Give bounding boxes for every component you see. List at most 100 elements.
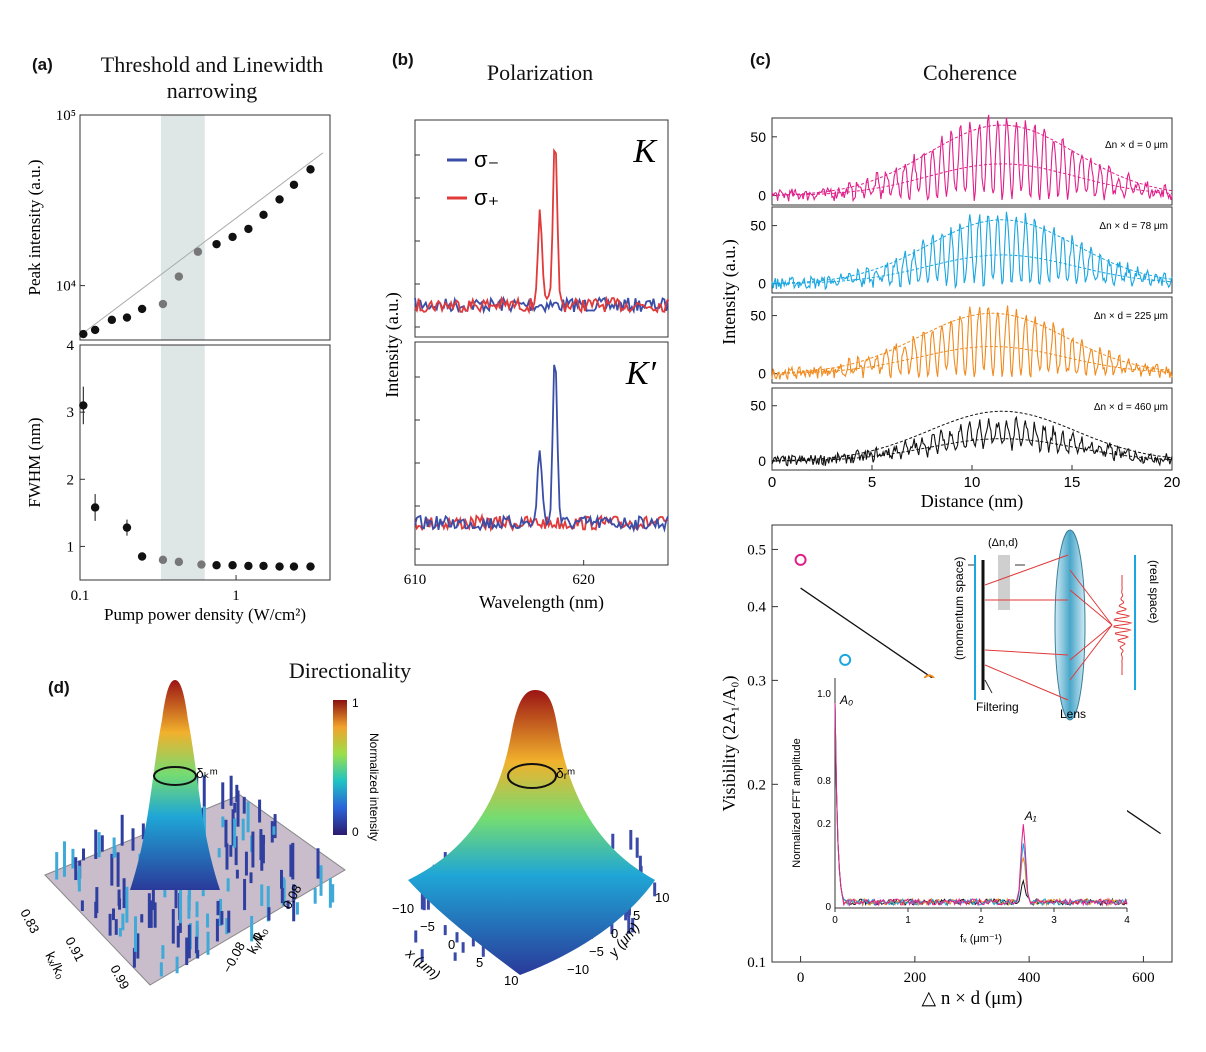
inset-ylabel: Normalized FFT amplitude [791, 738, 803, 867]
ylabel: Intensity (a.u.) [382, 292, 403, 397]
inset-ytick-label: 0.2 [817, 819, 831, 830]
data-point [212, 239, 221, 249]
ytick-label: 10 [655, 890, 669, 905]
inset-peak-label: A₀ [839, 693, 853, 707]
ytick-label: 3 [67, 405, 75, 421]
data-point [228, 561, 237, 570]
xtick-label: −5 [420, 919, 435, 934]
panel-a: 10⁴ 10⁵ Peak intensity (a.u.) 1 2 3 4 0.1 1 FWHM … [25, 108, 331, 624]
panel-c-label: (c) [750, 50, 771, 69]
schematic-label: Lens [1060, 707, 1086, 721]
ytick-label: −5 [589, 944, 604, 959]
data-point [137, 304, 147, 314]
data-point [259, 561, 268, 571]
data-point [244, 224, 253, 234]
data-point [794, 553, 807, 566]
width-ellipse [507, 763, 557, 789]
ytick-label: 4 [67, 338, 75, 354]
ray [984, 664, 1069, 701]
data-point [244, 561, 253, 571]
legend-label-sigma-plus: σ₊ [474, 185, 499, 210]
xtick-label: 0.83 [17, 906, 42, 935]
panel-b-label: (b) [392, 50, 414, 69]
data-point [174, 272, 184, 281]
colorbar-label: Normalized intensity [367, 733, 381, 841]
axes-frame [771, 524, 1173, 963]
xlabel: Distance (nm) [921, 491, 1023, 512]
data-point [174, 557, 184, 567]
ytick-label: −0.08 [219, 939, 248, 975]
xtick-label: 0 [797, 970, 805, 986]
data-point [79, 329, 88, 339]
panel-d: 10 Normalized intensityδₖᵐ0.830.910.990.0… [17, 680, 669, 992]
envelope-upper [771, 312, 1173, 374]
data-point [306, 165, 315, 174]
inset-peak-label: A₁ [1024, 809, 1037, 823]
schematic-label: (momentum space) [952, 557, 966, 660]
panel-a-label: (a) [32, 55, 53, 74]
colorbar-max-label: 1 [352, 696, 359, 710]
xtick-label: −10 [392, 901, 414, 916]
envelope-lower [771, 254, 1173, 284]
xlabel: △ n × d (μm) [922, 988, 1023, 1009]
ytick-label: 0 [758, 188, 766, 204]
series-label: Δn × d = 0 μm [1105, 140, 1168, 151]
legend-label-sigma-minus: σ₋ [474, 147, 499, 172]
data-point [158, 299, 168, 309]
inset-xtick-label: 1 [905, 915, 911, 926]
data-point [107, 315, 117, 325]
filter-block [998, 555, 1010, 610]
ytick-label: 0 [611, 926, 618, 941]
xtick-label: 5 [868, 474, 876, 491]
ray [984, 554, 1069, 586]
data-point [228, 232, 237, 242]
data-point [122, 523, 132, 532]
subpanel-label: K [632, 133, 658, 170]
lens [1054, 529, 1086, 721]
ytick-label: 50 [750, 129, 766, 145]
schematic-arrow [984, 679, 993, 694]
inset-ytick-label: 0 [825, 902, 831, 913]
data-point [137, 552, 147, 561]
xtick-label: 20 [1164, 474, 1181, 491]
schematic-label: (Δn,d) [988, 537, 1018, 549]
inset-xlabel: fₓ (μm⁻¹) [960, 933, 1002, 945]
xlabel: Pump power density (W/cm²) [104, 605, 306, 624]
xtick-label: 200 [904, 970, 927, 986]
ytick-label: 50 [750, 308, 766, 324]
axes-frame [414, 341, 669, 566]
colorbar [333, 700, 347, 835]
axes-frame-top [79, 114, 331, 341]
series-label: Δn × d = 78 μm [1099, 221, 1168, 232]
ylabel: Intensity (a.u.) [719, 239, 740, 344]
fit-line-top [79, 152, 324, 336]
ray [1069, 569, 1113, 626]
ytick-label: 0.2 [747, 777, 766, 793]
xtick-label: 0.91 [62, 934, 87, 963]
inset-xtick-label: 3 [1051, 915, 1057, 926]
xlabel: kₓ/k₀ [42, 949, 69, 982]
xtick-label: 610 [404, 572, 427, 588]
ray [1069, 589, 1113, 626]
xtick-label: 10 [504, 973, 518, 988]
xtick-label: 1 [232, 588, 240, 604]
data-point [193, 247, 203, 256]
xtick-label: 15 [1064, 474, 1081, 491]
interference-pattern [1113, 575, 1133, 675]
envelope-upper [771, 219, 1173, 284]
ray [984, 649, 1069, 656]
series-sigma-plus [414, 147, 669, 315]
peak-annotation: δᵣᵐ [556, 765, 575, 781]
data-point [839, 653, 852, 666]
ytick-label: 0 [758, 276, 766, 292]
inset-fft-series [834, 702, 1128, 907]
inset-ytick-label: 0.8 [817, 776, 831, 787]
envelope-upper [771, 410, 1173, 462]
envelope-lower [771, 163, 1173, 196]
ytick-label: 0.5 [747, 542, 766, 558]
xtick-label: 0 [768, 474, 776, 491]
ytick-label: 2 [67, 472, 75, 488]
ytick-label: 5 [633, 908, 640, 923]
